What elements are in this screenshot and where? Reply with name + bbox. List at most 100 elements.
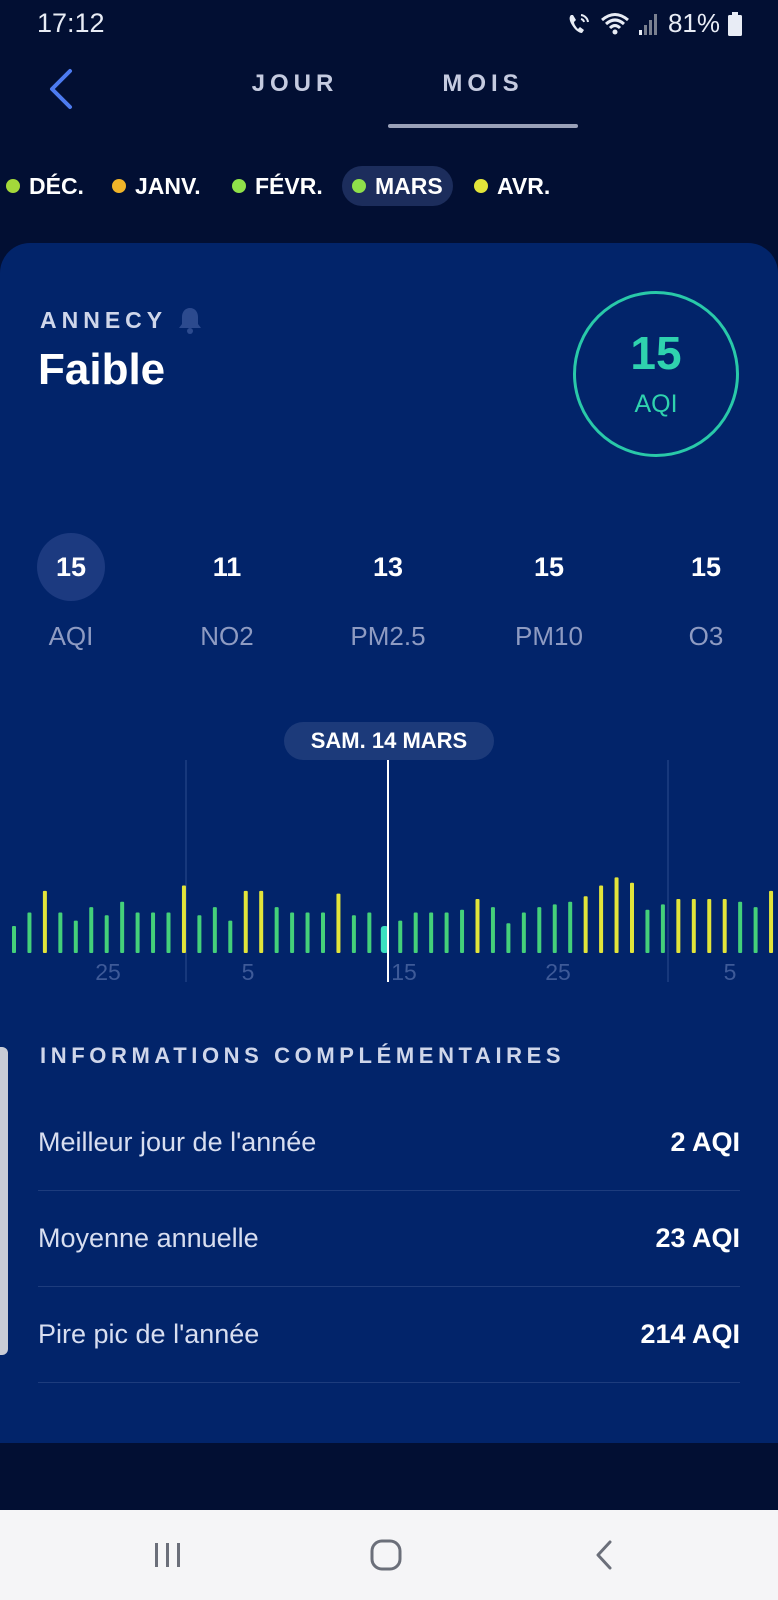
home-button[interactable]: [356, 1532, 416, 1578]
pollutant-pm10[interactable]: 15 PM10: [484, 533, 614, 652]
pollutant-label: NO2: [200, 621, 254, 651]
chart-tick-label: 15: [391, 959, 417, 985]
month-chip-mar[interactable]: MARS: [342, 166, 453, 206]
chart-bar[interactable]: [89, 907, 94, 953]
chart-bar[interactable]: [583, 896, 588, 953]
chart-bar[interactable]: [769, 890, 774, 953]
aqi-circle[interactable]: 15 AQI: [573, 291, 739, 457]
chart-bar[interactable]: [181, 885, 186, 954]
selected-date-pill: SAM. 14 MARS: [284, 722, 494, 760]
month-label: JANV.: [135, 172, 201, 199]
city-row: ANNECY: [40, 305, 203, 335]
month-label: MARS: [375, 172, 443, 199]
chart-bar[interactable]: [351, 915, 356, 953]
pollutant-pm25[interactable]: 13 PM2.5: [323, 533, 453, 652]
chart-bar[interactable]: [475, 899, 480, 953]
info-value: 23 AQI: [655, 1223, 740, 1253]
chart-bar[interactable]: [460, 909, 465, 953]
chart-bar[interactable]: [120, 901, 125, 953]
chart-bar[interactable]: [12, 926, 16, 953]
chart-bar[interactable]: [707, 899, 712, 953]
chart-bar[interactable]: [228, 920, 233, 953]
chart-bar[interactable]: [166, 912, 171, 954]
month-chip-feb[interactable]: FÉVR.: [222, 166, 333, 206]
month-chip-jan[interactable]: JANV.: [102, 166, 211, 206]
month-dot: [232, 179, 246, 193]
chart-bar[interactable]: [630, 882, 634, 953]
chart-bar[interactable]: [444, 912, 449, 954]
chart-bar[interactable]: [274, 907, 279, 953]
chart-bar[interactable]: [614, 877, 619, 953]
pollutant-value: 11: [212, 551, 242, 582]
month-label: FÉVR.: [255, 172, 323, 199]
pollutant-label: PM2.5: [350, 621, 426, 651]
chart-bar[interactable]: [753, 907, 758, 953]
chart-bar[interactable]: [645, 909, 650, 953]
chart-bar[interactable]: [151, 912, 156, 954]
month-selector: DÉC. JANV. FÉVR. MARS AVR.: [0, 166, 778, 206]
month-dot: [112, 179, 126, 193]
chart-bar[interactable]: [490, 907, 495, 953]
aqi-unit: AQI: [634, 389, 678, 418]
chart-bar[interactable]: [506, 923, 511, 953]
chart-bar[interactable]: [42, 890, 47, 953]
chart-bar[interactable]: [676, 899, 681, 953]
month-chip-dec[interactable]: DÉC.: [0, 166, 94, 206]
info-value: 2 AQI: [670, 1127, 740, 1157]
wifi-call-icon: [566, 11, 592, 37]
chart-bar[interactable]: [738, 901, 743, 953]
chart-bar[interactable]: [691, 899, 696, 953]
chart-bar[interactable]: [290, 912, 295, 954]
chart-tick-label: 25: [545, 959, 571, 985]
chart-bar[interactable]: [243, 890, 248, 953]
info-row-annual-average: Moyenne annuelle 23 AQI: [38, 1191, 740, 1287]
back-button[interactable]: [40, 64, 80, 114]
aqi-daily-chart[interactable]: 25 5 15 25 5: [0, 758, 778, 988]
chart-bar[interactable]: [104, 915, 109, 953]
pollutant-aqi[interactable]: 15 AQI: [6, 533, 136, 652]
chart-bar[interactable]: [305, 912, 310, 954]
chart-tick-label: 25: [95, 959, 121, 985]
chart-bar[interactable]: [537, 907, 542, 953]
chart-bar[interactable]: [58, 912, 63, 954]
chart-bar[interactable]: [398, 920, 403, 953]
chart-bar[interactable]: [135, 912, 140, 954]
chart-bar[interactable]: [599, 885, 604, 954]
top-nav: JOUR MOIS: [0, 56, 778, 132]
chart-bar[interactable]: [521, 912, 526, 954]
chart-bar[interactable]: [259, 890, 264, 953]
chart-bar[interactable]: [367, 912, 372, 954]
recent-apps-button[interactable]: [138, 1532, 198, 1578]
pollutant-o3[interactable]: 15 O3: [641, 533, 771, 652]
battery-icon: [728, 11, 742, 36]
tab-day[interactable]: JOUR: [251, 70, 339, 97]
chart-bar[interactable]: [336, 893, 341, 953]
chart-svg[interactable]: 25 5 15 25 5: [0, 758, 778, 988]
air-quality-status: Faible: [38, 345, 166, 394]
aqi-value: 15: [630, 326, 682, 379]
edge-panel-handle[interactable]: [0, 1047, 8, 1355]
chart-bar[interactable]: [552, 904, 557, 953]
chart-bar[interactable]: [722, 899, 727, 953]
month-dot: [474, 179, 488, 193]
tab-month[interactable]: MOIS: [442, 70, 524, 97]
recent-apps-icon: [155, 1543, 180, 1567]
pollutant-no2[interactable]: 11 NO2: [162, 533, 292, 652]
info-label: Pire pic de l'année: [38, 1319, 260, 1349]
system-back-button[interactable]: [574, 1532, 634, 1578]
chart-bar[interactable]: [429, 912, 434, 954]
pollutant-label: PM10: [515, 621, 583, 651]
bell-icon[interactable]: [177, 305, 203, 335]
chart-bar[interactable]: [212, 907, 217, 953]
month-chip-apr[interactable]: AVR.: [464, 166, 560, 206]
chart-bar[interactable]: [27, 912, 32, 954]
chart-bar[interactable]: [197, 915, 202, 953]
chart-bar[interactable]: [380, 926, 389, 953]
chevron-left-icon: [50, 69, 72, 109]
air-quality-card: ANNECY Faible 15 AQI 15 AQI 11 NO2 13 PM…: [0, 243, 778, 1443]
chart-bar[interactable]: [568, 901, 573, 953]
chart-bar[interactable]: [73, 920, 78, 953]
chart-bar[interactable]: [413, 912, 418, 954]
chart-bar[interactable]: [660, 904, 665, 953]
chart-bar[interactable]: [321, 912, 325, 954]
